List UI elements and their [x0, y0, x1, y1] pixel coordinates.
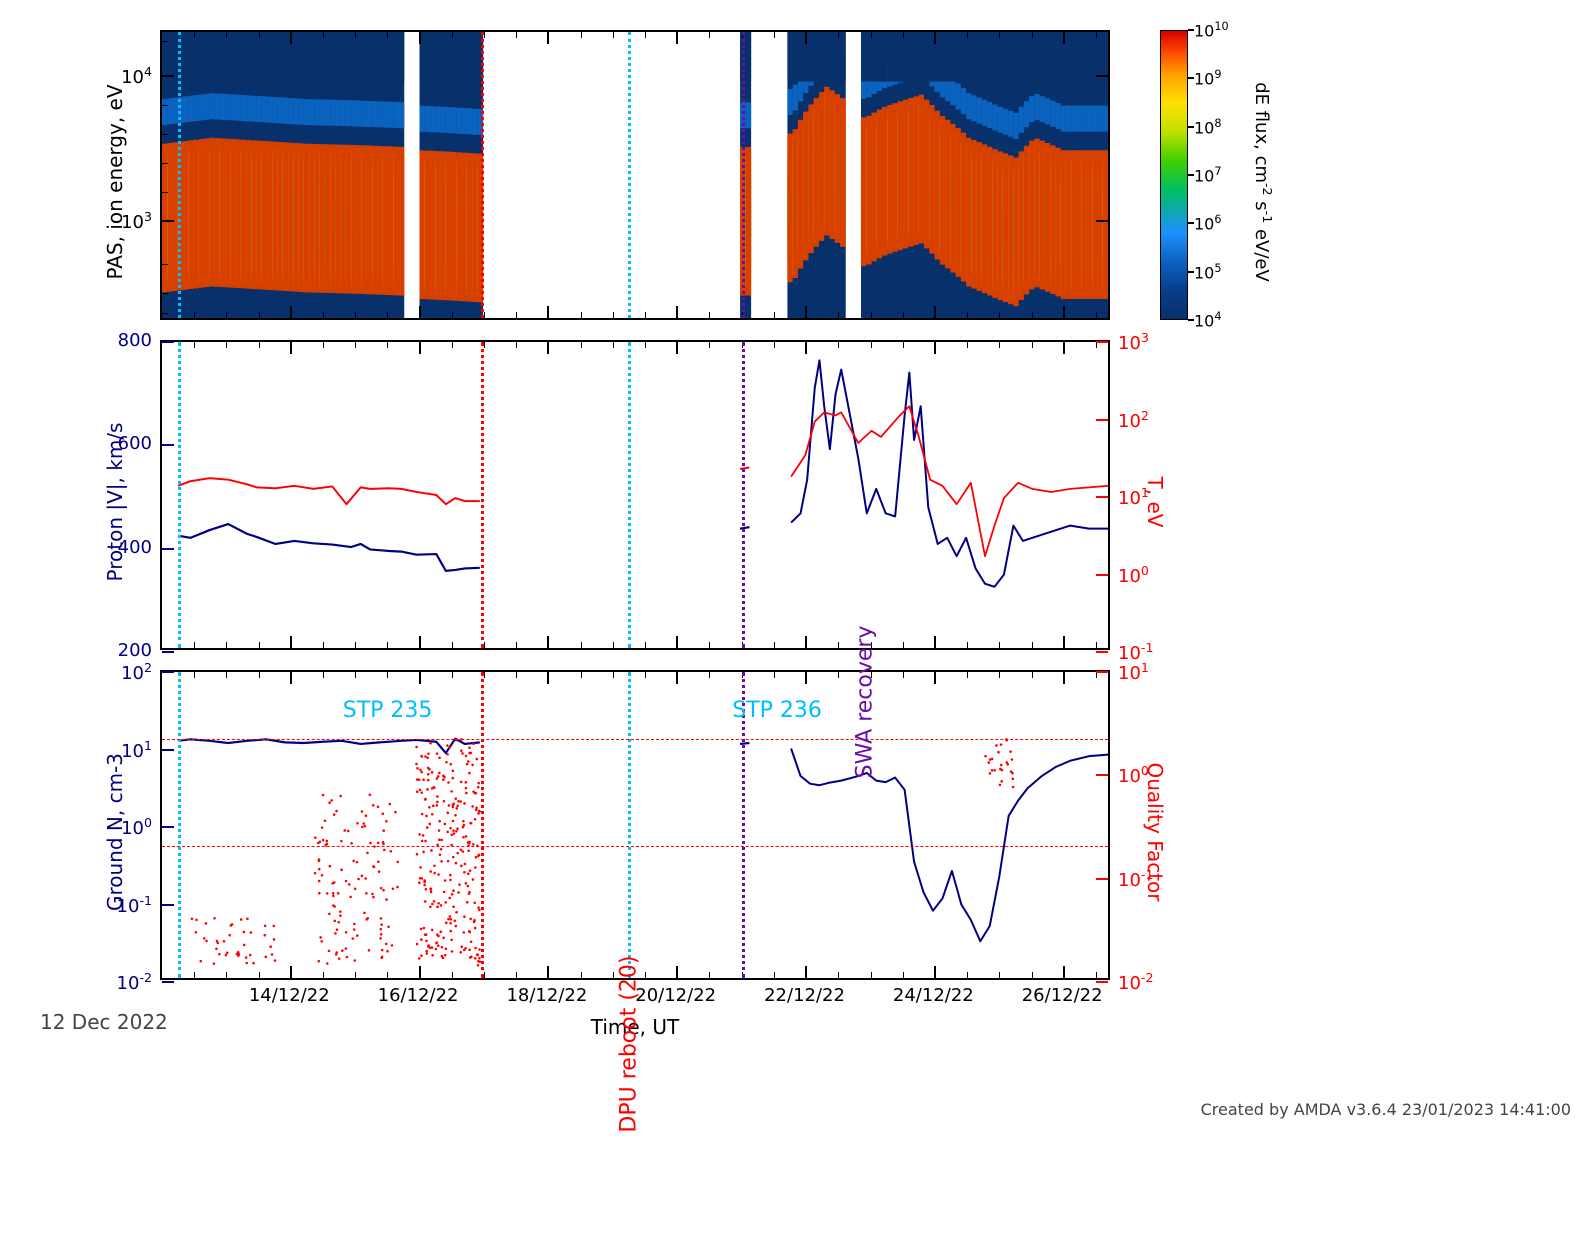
xaxis-tick-label: 20/12/22	[635, 985, 715, 1006]
event-line-swa-recovery	[742, 342, 745, 648]
created-by-label: Created by AMDA v3.6.4 23/01/2023 14:41:…	[1201, 1100, 1571, 1119]
event-line-stp235-start	[178, 32, 181, 318]
xaxis-tick-label: 16/12/22	[378, 985, 458, 1006]
panel2-ytick-left: 600	[92, 433, 152, 454]
colorbar-tick: 107	[1194, 165, 1254, 185]
xaxis-tick-label: 22/12/22	[764, 985, 844, 1006]
xaxis-tick-label: 24/12/22	[893, 985, 973, 1006]
event-line-dpu-reboot	[481, 672, 484, 978]
xaxis-tick-label: 18/12/22	[506, 985, 586, 1006]
panel3-svg	[162, 672, 1108, 978]
qf-threshold	[162, 846, 1108, 847]
panel3-ytick-right: 10-2	[1118, 970, 1178, 994]
panel3-ytick-left: 100	[92, 815, 152, 839]
panel2-ytick-right: 100	[1118, 563, 1178, 587]
event-line-stp235-start	[178, 672, 181, 978]
colorbar	[1160, 30, 1188, 320]
panel3-ylabel-right: Quality Factor	[1143, 682, 1167, 982]
panel3-ytick-left: 10-2	[92, 970, 152, 994]
colorbar-tick: 105	[1194, 262, 1254, 282]
colorbar-tick: 1010	[1194, 20, 1254, 40]
xaxis-tick-label: 14/12/22	[249, 985, 329, 1006]
plot-area: PAS, ion energy, eV Proton |V|, km/s T, …	[160, 30, 1110, 1020]
panel3-ytick-right: 100	[1118, 763, 1178, 787]
qf-threshold	[162, 739, 1108, 740]
colorbar-label: dE flux, cm-2 s-1 eV/eV	[1251, 32, 1275, 332]
panel2-ylabel-left: Proton |V|, km/s	[103, 352, 127, 652]
panel-density-qf	[160, 670, 1110, 980]
event-line-stp235-start	[178, 342, 181, 648]
panel3-ytick-left: 10-1	[92, 893, 152, 917]
event-line-dpu-reboot	[481, 32, 484, 318]
panel1-ytick: 103	[92, 209, 152, 233]
panel1-ytick: 104	[92, 64, 152, 88]
annotation-swa_recovery: SWA recovery	[853, 625, 878, 905]
event-line-dpu-reboot	[481, 342, 484, 648]
spectrogram-svg	[162, 32, 1108, 318]
panel-spectrogram	[160, 30, 1110, 320]
panel2-ytick-left: 200	[92, 640, 152, 661]
panel3-ytick-right: 101	[1118, 660, 1178, 684]
xaxis-tick-label: 26/12/22	[1022, 985, 1102, 1006]
panel2-ytick-left: 400	[92, 537, 152, 558]
colorbar-tick: 109	[1194, 68, 1254, 88]
annotation-dpu_reboot: DPU reboot (20)	[616, 955, 641, 1235]
panel3-ytick-left: 102	[92, 660, 152, 684]
annotation-stp236: STP 236	[732, 698, 822, 723]
panel2-ytick-right: 102	[1118, 408, 1178, 432]
event-line-stp236-start	[628, 672, 631, 978]
start-date-label: 12 Dec 2022	[40, 1010, 168, 1034]
colorbar-tick: 106	[1194, 213, 1254, 233]
panel2-svg	[162, 342, 1108, 648]
panel3-ytick-right: 10-1	[1118, 867, 1178, 891]
event-line-stp236-start	[628, 342, 631, 648]
colorbar-tick: 108	[1194, 117, 1254, 137]
colorbar-tick: 104	[1194, 310, 1254, 330]
annotation-stp235: STP 235	[343, 698, 433, 723]
panel2-ytick-right: 103	[1118, 330, 1178, 354]
panel-velocity-temperature	[160, 340, 1110, 650]
event-line-swa-recovery	[742, 32, 745, 318]
panel3-ytick-left: 101	[92, 738, 152, 762]
panel2-ytick-right: 101	[1118, 485, 1178, 509]
panel2-ytick-left: 800	[92, 330, 152, 351]
event-line-stp236-start	[628, 32, 631, 318]
